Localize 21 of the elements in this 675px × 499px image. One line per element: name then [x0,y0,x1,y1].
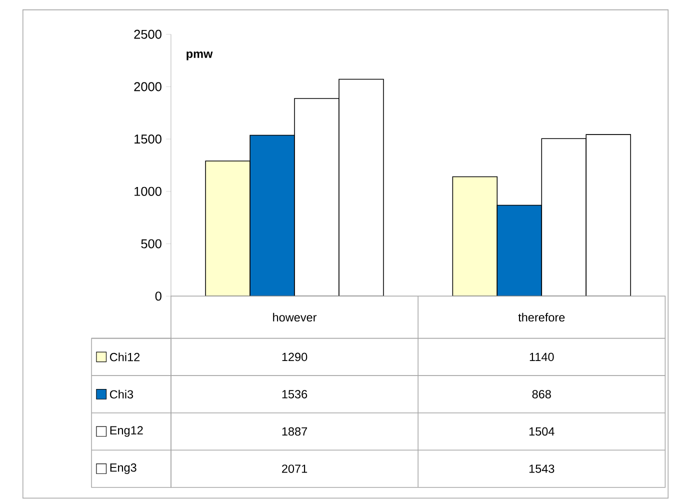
data-label: 2071 [282,464,308,473]
y-tick-label: 1500 [134,134,162,144]
legend-label: Eng3 [110,463,136,474]
data-label: 1887 [282,427,308,436]
data-label: 1140 [530,352,554,362]
y-tick-label: 2000 [134,82,162,92]
data-label: 868 [532,390,551,398]
data-label: 1536 [282,390,308,398]
y-tick-label: 2500 [134,30,162,39]
data-label: 1290 [282,352,308,362]
y-tick-label: 500 [141,239,162,248]
legend-label: Chi3 [110,390,134,398]
y-tick-label: 0 [155,292,162,301]
legend-label: Eng12 [110,426,143,437]
x-tick-label: therefore [518,312,565,322]
data-label: 1504 [529,427,554,436]
x-tick-label: however [273,312,317,322]
y-tick-label: 1000 [134,186,162,196]
legend-label: Chi12 [110,352,140,362]
data-label: 1543 [529,464,554,473]
y-axis-title: pmw [186,51,213,60]
